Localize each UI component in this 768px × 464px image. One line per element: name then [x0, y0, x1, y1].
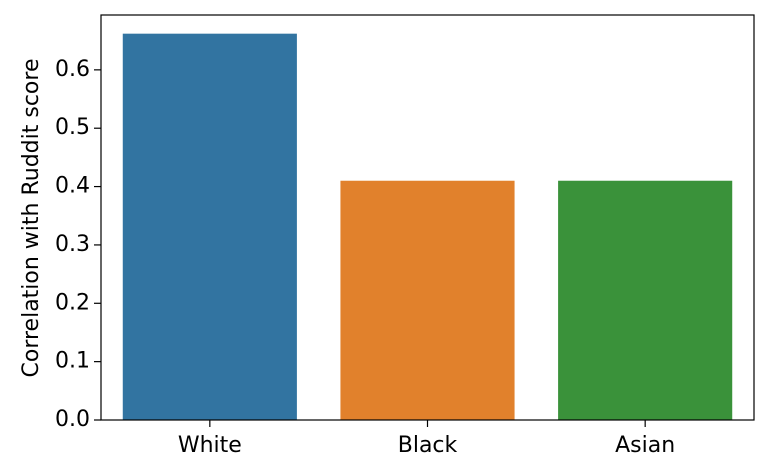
- y-tick-label: 0.2: [55, 290, 90, 315]
- y-tick-label: 0.3: [55, 232, 90, 257]
- y-axis-label: Correlation with Ruddit score: [19, 59, 44, 378]
- y-tick-label: 0.4: [55, 174, 90, 199]
- y-tick-label: 0.1: [55, 349, 90, 374]
- y-tick-label: 0.0: [55, 407, 90, 432]
- x-tick-label: White: [178, 433, 242, 458]
- bar: [122, 33, 297, 421]
- y-tick-label: 0.6: [55, 57, 90, 82]
- bar: [340, 180, 515, 420]
- y-tick-label: 0.5: [55, 115, 90, 140]
- plot-frame: [100, 14, 755, 421]
- x-tick-label: Asian: [615, 433, 675, 458]
- x-tick-label: Black: [398, 433, 458, 458]
- bar: [558, 180, 733, 420]
